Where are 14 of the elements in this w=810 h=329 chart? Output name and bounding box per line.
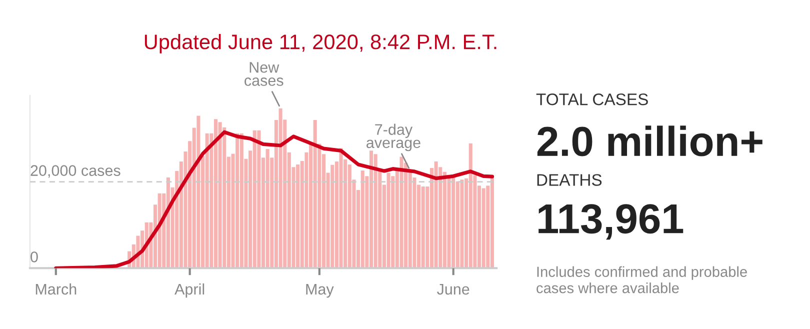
text: Includes confirmed and probable cases where available [536,266,747,294]
text: DEATHS [537,174,602,186]
text: 2.0 million+ [537,126,762,156]
text: TOTAL CASES [536,93,648,106]
x-tick-label: May [306,284,334,298]
annotation: 7-day average [366,124,420,152]
x-tick-label: April [174,283,204,298]
y-tick-label: 0 [30,252,38,262]
y-tick-label: 20,000 cases [30,165,120,178]
x-tick-label: March [36,283,76,295]
annotation: New cases [244,62,284,86]
x-tick-label: June [437,284,470,295]
chart-title: Updated June 11, 2020, 8:42 P.M. E.T. [144,34,496,54]
text: 113,961 [538,204,684,240]
